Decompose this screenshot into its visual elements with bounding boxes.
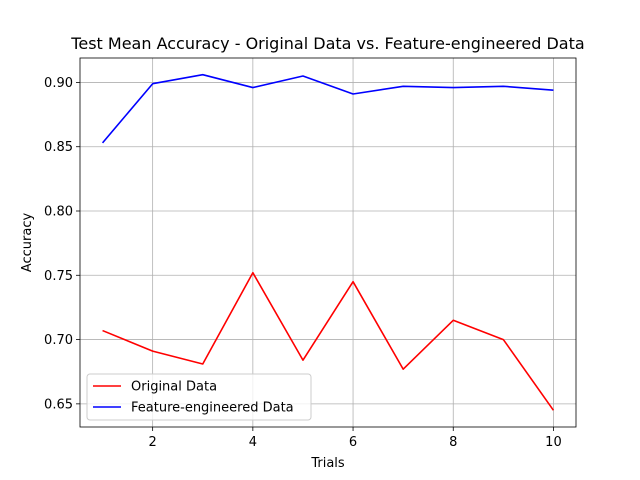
plot-frame: [79, 57, 577, 428]
y-tick-label: 0.90: [44, 76, 73, 91]
y-tick-label: 0.70: [44, 333, 73, 348]
x-tick-label: 4: [249, 435, 257, 450]
y-tick-label: 0.85: [44, 140, 73, 155]
x-tick-label: 8: [449, 435, 457, 450]
legend-label: Feature-engineered Data: [131, 401, 294, 416]
y-tick-label: 0.75: [44, 269, 73, 284]
y-tick-label: 0.80: [44, 205, 73, 220]
x-tick-label: 10: [545, 435, 562, 450]
legend-box: [86, 373, 312, 421]
series-lines: [101, 73, 555, 411]
y-tick-label: 0.65: [44, 397, 73, 412]
legend: Original Data Feature-engineered Data: [86, 373, 312, 421]
y-axis-label: Accuracy: [20, 213, 35, 273]
x-tick-label: 6: [349, 435, 357, 450]
series-line-1: [101, 73, 554, 144]
x-tick-label: 2: [149, 435, 157, 450]
x-axis-label: Trials: [310, 456, 345, 471]
y-axis-ticks: 0.65 0.70 0.75 0.80 0.85 0.90: [44, 76, 80, 412]
grid: [80, 58, 576, 427]
chart-title: Test Mean Accuracy - Original Data vs. F…: [70, 34, 584, 53]
x-axis-ticks: 2 4 6 8 10: [149, 427, 562, 450]
series-line-0: [102, 271, 555, 411]
legend-label: Original Data: [131, 380, 217, 395]
